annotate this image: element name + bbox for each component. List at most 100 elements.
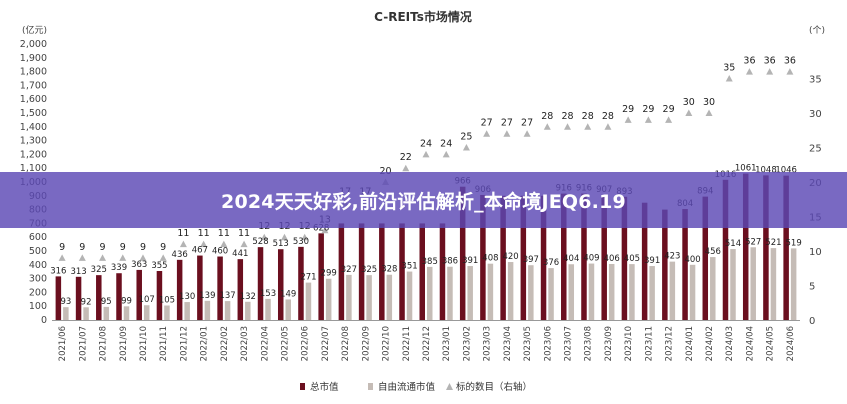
data-label-count: 30 bbox=[703, 97, 715, 108]
marker-count bbox=[665, 116, 673, 123]
marker-count bbox=[260, 233, 268, 241]
bar-total bbox=[237, 259, 244, 320]
data-label-free: 137 bbox=[219, 291, 235, 301]
bar-total bbox=[197, 255, 203, 320]
data-label-count: 28 bbox=[602, 111, 614, 122]
x-tick-label: 2023/07 bbox=[564, 326, 574, 361]
x-tick-label: 2022/01 bbox=[200, 326, 210, 361]
x-tick-label: 2022/06 bbox=[301, 326, 311, 361]
marker-count bbox=[159, 254, 167, 261]
data-label-count: 9 bbox=[100, 242, 106, 253]
bar-free bbox=[83, 307, 89, 320]
bar-free bbox=[427, 266, 433, 320]
data-label-count: 22 bbox=[400, 152, 412, 163]
x-tick-label: 2022/07 bbox=[321, 326, 331, 361]
bar-total bbox=[257, 247, 264, 320]
data-label-total: 339 bbox=[111, 263, 127, 273]
legend: 总市值 自由流通市值 标的数目（右轴） bbox=[300, 381, 532, 393]
marker-count bbox=[624, 116, 632, 123]
data-label-free: 400 bbox=[684, 255, 700, 265]
bar-total bbox=[136, 269, 142, 320]
bar-free bbox=[548, 268, 554, 320]
data-label-count: 28 bbox=[561, 111, 573, 122]
data-label-free: 153 bbox=[260, 289, 276, 299]
y-left-tick-label: 400 bbox=[29, 260, 47, 271]
bar-free bbox=[669, 261, 676, 320]
bar-total bbox=[338, 223, 345, 320]
bar-total bbox=[783, 175, 789, 320]
data-label-count: 24 bbox=[440, 138, 452, 149]
bar-total bbox=[217, 256, 223, 320]
x-tick-label: 2023/04 bbox=[503, 326, 513, 361]
bar-free bbox=[346, 274, 352, 320]
y-left-tick-label: 1,600 bbox=[20, 94, 47, 105]
series-total-bars bbox=[55, 173, 789, 320]
bar-total bbox=[722, 179, 729, 320]
chart-title: C-REITs市场情况 bbox=[374, 9, 472, 24]
bar-free bbox=[325, 278, 332, 320]
bar-total bbox=[379, 223, 385, 320]
y-left-tick-label: 1,300 bbox=[20, 136, 47, 147]
bar-free bbox=[63, 307, 69, 320]
bar-total bbox=[540, 195, 547, 320]
bar-free bbox=[245, 301, 251, 320]
x-tick-label: 2022/11 bbox=[402, 326, 412, 361]
data-label-free: 93 bbox=[60, 297, 71, 307]
y-left-tick-label: 2,000 bbox=[20, 39, 47, 50]
bar-total bbox=[75, 276, 82, 320]
data-label-total: 316 bbox=[50, 266, 66, 276]
x-tick-label: 2024/06 bbox=[786, 326, 796, 361]
data-label-free: 376 bbox=[543, 258, 559, 268]
bar-total bbox=[763, 175, 769, 320]
bar-total bbox=[156, 271, 163, 320]
data-label-free: 406 bbox=[604, 254, 620, 264]
y-left-tick-label: 300 bbox=[29, 274, 47, 285]
marker-count bbox=[786, 68, 794, 75]
bar-free bbox=[487, 263, 494, 320]
data-label-count: 27 bbox=[481, 118, 493, 129]
data-label-total: 1048 bbox=[755, 165, 777, 175]
data-label-free: 149 bbox=[280, 289, 296, 299]
x-tick-label: 2022/05 bbox=[280, 326, 290, 361]
series-free-bars bbox=[63, 247, 797, 320]
data-label-free: 456 bbox=[705, 247, 721, 257]
bar-free bbox=[588, 263, 595, 320]
bar-free bbox=[447, 266, 453, 320]
data-label-free: 327 bbox=[341, 265, 357, 275]
data-label-free: 328 bbox=[381, 265, 397, 275]
data-label-free: 404 bbox=[563, 254, 579, 264]
marker-count bbox=[442, 150, 450, 158]
legend-swatch-free bbox=[368, 383, 373, 390]
x-tick-label: 2024/02 bbox=[705, 326, 715, 361]
bar-free bbox=[568, 264, 575, 320]
data-label-count: 27 bbox=[521, 118, 533, 129]
data-label-total: 628 bbox=[313, 223, 329, 233]
data-label-count: 28 bbox=[541, 111, 553, 122]
data-label-count: 11 bbox=[198, 228, 210, 239]
data-label-count: 9 bbox=[160, 242, 166, 253]
y-left-tick-label: 1,400 bbox=[20, 122, 47, 133]
data-label-free: 420 bbox=[502, 252, 518, 262]
bar-free bbox=[265, 298, 271, 320]
marker-count bbox=[685, 109, 693, 116]
data-label-count: 11 bbox=[238, 228, 250, 239]
overlay-banner-text: 2024天天好彩,前沿评估解析_本命境JEQ6.19 bbox=[221, 190, 626, 213]
y-axis-left-label: (亿元) bbox=[22, 24, 47, 36]
x-tick-label: 2023/11 bbox=[644, 326, 654, 361]
x-tick-label: 2021/12 bbox=[179, 326, 189, 361]
bar-total bbox=[277, 249, 284, 320]
data-label-free: 527 bbox=[745, 237, 761, 247]
marker-count bbox=[280, 233, 288, 241]
data-label-count: 28 bbox=[582, 111, 594, 122]
x-tick-label: 2022/10 bbox=[382, 326, 392, 361]
bar-free bbox=[750, 247, 756, 320]
marker-count bbox=[200, 240, 208, 248]
bar-free bbox=[184, 302, 190, 320]
marker-count bbox=[58, 254, 66, 261]
data-label-free: 397 bbox=[523, 255, 539, 265]
y-right-tick-label: 30 bbox=[809, 109, 822, 120]
bar-free bbox=[770, 248, 777, 320]
bar-free bbox=[608, 263, 615, 320]
data-label-total: 436 bbox=[172, 250, 188, 260]
